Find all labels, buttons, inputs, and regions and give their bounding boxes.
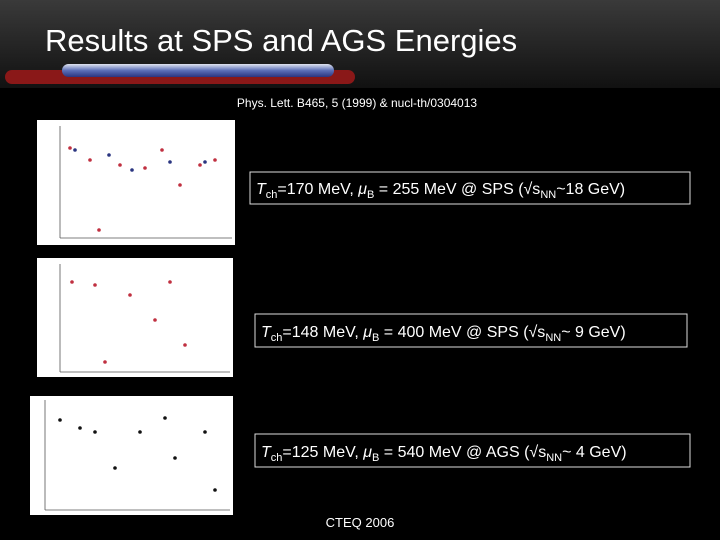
- footer: CTEQ 2006: [326, 515, 395, 530]
- title: Results at SPS and AGS Energies: [45, 23, 517, 58]
- t-value: =170 MeV,: [277, 181, 358, 198]
- mu-sub: B: [372, 332, 379, 344]
- plot-thumbnail: [37, 120, 235, 245]
- t-value: =148 MeV,: [282, 324, 363, 341]
- t-sub: ch: [266, 189, 278, 201]
- mu-sub: B: [372, 452, 379, 464]
- mu-value: = 540 MeV @ AGS (√s: [379, 444, 546, 461]
- energy-value: ~ 4 GeV): [562, 444, 626, 461]
- mu: μ: [362, 444, 372, 461]
- mu: μ: [357, 181, 367, 198]
- plot-thumbnail: [37, 258, 233, 377]
- t: T: [261, 324, 272, 341]
- reference: Phys. Lett. B465, 5 (1999) & nucl-th/030…: [237, 96, 477, 110]
- energy-sub: NN: [546, 452, 562, 464]
- t: T: [256, 181, 267, 198]
- result-box: Tch=125 MeV, μB = 540 MeV @ AGS (√sNN~ 4…: [254, 433, 691, 468]
- mu-sub: B: [367, 189, 374, 201]
- t-sub: ch: [271, 332, 283, 344]
- t: T: [261, 444, 272, 461]
- energy-sub: NN: [545, 332, 561, 344]
- result-text: Tch=148 MeV, μB = 400 MeV @ SPS (√sNN~ 9…: [261, 324, 626, 344]
- title-bar: [62, 64, 334, 77]
- t-sub: ch: [271, 452, 283, 464]
- mu-value: = 400 MeV @ SPS (√s: [379, 324, 545, 341]
- energy-value: ~ 9 GeV): [561, 324, 625, 341]
- t-value: =125 MeV,: [282, 444, 363, 461]
- result-box: Tch=148 MeV, μB = 400 MeV @ SPS (√sNN~ 9…: [254, 313, 688, 348]
- result-text: Tch=170 MeV, μB = 255 MeV @ SPS (√sNN~18…: [256, 181, 625, 201]
- energy-value: ~18 GeV): [556, 181, 625, 198]
- mu-value: = 255 MeV @ SPS (√s: [374, 181, 540, 198]
- result-box: Tch=170 MeV, μB = 255 MeV @ SPS (√sNN~18…: [249, 171, 691, 205]
- mu: μ: [362, 324, 372, 341]
- plot-thumbnail: [30, 396, 233, 515]
- result-text: Tch=125 MeV, μB = 540 MeV @ AGS (√sNN~ 4…: [261, 444, 627, 464]
- energy-sub: NN: [540, 189, 556, 201]
